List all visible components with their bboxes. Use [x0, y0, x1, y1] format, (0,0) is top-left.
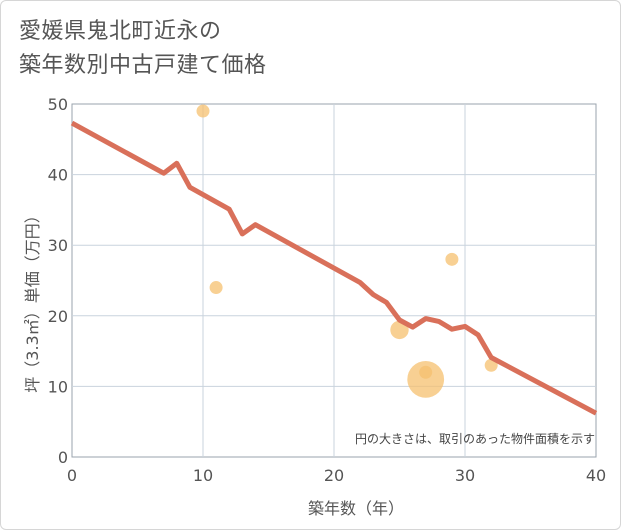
bubble-series [196, 104, 498, 398]
x-tick-label: 40 [586, 466, 606, 485]
bubble-size-note: 円の大きさは、取引のあった物件面積を示す [355, 431, 595, 446]
y-tick-label: 20 [48, 307, 68, 326]
chart-title-line-1: 愛媛県鬼北町近永の [19, 19, 222, 44]
y-tick-label: 40 [48, 166, 68, 185]
y-tick-label: 50 [48, 95, 68, 114]
x-tick-label: 10 [193, 466, 213, 485]
bubble-point [419, 365, 433, 379]
axis-ticks: 0 10 20 30 40 0 10 20 30 40 50 [48, 95, 607, 485]
trend-line [70, 120, 598, 416]
y-tick-label: 30 [48, 236, 68, 255]
y-tick-label: 0 [58, 448, 68, 467]
bubble-point [445, 252, 459, 266]
bubble-point [407, 360, 445, 398]
gridlines [72, 104, 596, 457]
x-axis-label: 築年数（年） [308, 499, 404, 518]
x-tick-label: 0 [67, 466, 77, 485]
x-tick-label: 20 [324, 466, 344, 485]
trend-line-series [70, 120, 598, 416]
chart-title: 愛媛県鬼北町近永の 築年数別中古戸建て価格 [19, 15, 267, 83]
y-axis-label: 坪（3.3㎡）単価（万円） [23, 207, 42, 392]
x-tick-label: 30 [455, 466, 475, 485]
bubble-point [196, 104, 210, 118]
bubble-point [209, 281, 223, 295]
chart-title-line-2: 築年数別中古戸建て価格 [19, 53, 267, 78]
y-tick-label: 10 [48, 377, 68, 396]
